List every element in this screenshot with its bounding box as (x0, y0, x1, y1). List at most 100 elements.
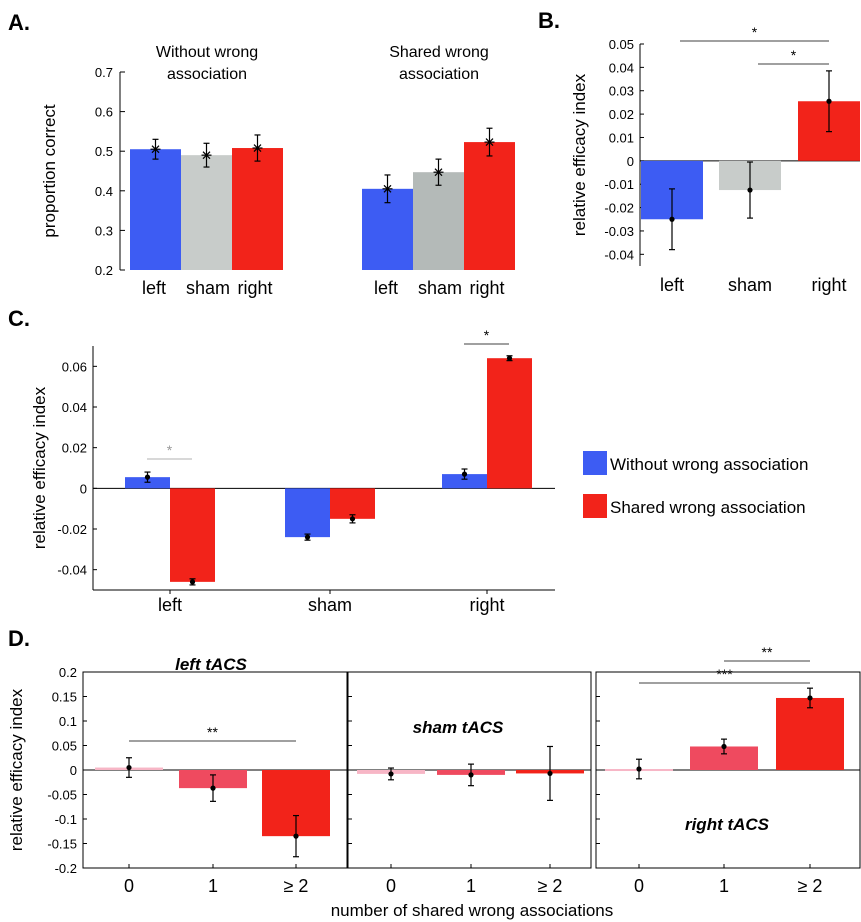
panel-d-ytick-label: -0.2 (55, 861, 77, 876)
panel-a-marker-d2 (383, 184, 392, 193)
panel-c-ytick-label: 0.02 (62, 441, 87, 456)
panel-b-xtick-label: right (811, 275, 846, 295)
panel-d-mean (547, 770, 553, 777)
panel-b-mean (747, 187, 753, 193)
panel-a-ytick-label: 0.4 (95, 184, 113, 199)
panel-c-ytick-label: 0 (80, 481, 87, 496)
panel-a-xtick-label: left (374, 278, 398, 298)
panel-b-mean (826, 98, 832, 104)
panel-d-xtick-label: 0 (386, 876, 396, 896)
panel-d-letter: D. (8, 626, 30, 651)
panel-a-marker-d2 (434, 168, 443, 177)
panel-b-ytick-label: -0.04 (604, 247, 634, 262)
panel-d-mean (468, 772, 474, 778)
panel-b-ytick-label: 0.04 (609, 60, 634, 75)
panel-c-letter: C. (8, 306, 30, 331)
panel-d-mean (807, 695, 813, 701)
panel-c-ytick-label: 0.06 (62, 359, 87, 374)
panel-d-subpanel-title: left tACS (175, 655, 247, 674)
panel-c-mean (144, 474, 151, 480)
panel-d-ylabel: relative efficacy index (7, 688, 26, 851)
panel-d-xlabel: number of shared wrong associations (331, 901, 614, 920)
panel-d-ytick-label: 0.15 (52, 690, 77, 705)
panel-c-bar (442, 474, 487, 489)
panel-a-bar (413, 172, 464, 270)
panel-b-ytick-label: 0.05 (609, 37, 634, 52)
panel-b-ytick-label: 0.03 (609, 84, 634, 99)
panel-d-xtick-label: 1 (719, 876, 729, 896)
panel-d-sig-label: ** (762, 644, 773, 660)
panel-b: B. 0.05 0.04 0.03 0.02 0.01 0 -0.01 -0.02 -0.03 -0… (538, 8, 860, 295)
legend-swatch (583, 494, 607, 518)
panel-d-xtick-label: ≥ 2 (538, 876, 563, 896)
panel-a-ytick-label: 0.7 (95, 65, 113, 80)
panel-c-ytick-label: 0.04 (62, 400, 87, 415)
panel-d-ytick-label: 0 (70, 763, 77, 778)
panel-d-xtick-label: 1 (466, 876, 476, 896)
panel-c-mean (189, 579, 196, 585)
panel-c-ytick-label: -0.02 (57, 522, 87, 537)
panel-c-sig-label: * (484, 327, 490, 343)
panel-a-ytick-label: 0.2 (95, 263, 113, 278)
panel-c-ylabel: relative efficacy index (30, 386, 49, 549)
panel-a-marker-d2 (202, 151, 211, 160)
panel-d-subpanel: left tACS 0 1 ≥ 2 ** (82, 655, 348, 896)
legend-label: Without wrong association (610, 455, 808, 474)
panel-d-subpanel: sham tACS 0 1 ≥ 2 (347, 671, 592, 896)
panel-b-ytick-label: -0.03 (604, 224, 634, 239)
panel-c-xtick-label: right (469, 595, 504, 615)
legend-swatch (583, 451, 607, 475)
panel-a-group-title: Without wrong (156, 44, 258, 61)
panel-a-xtick-label: right (469, 278, 504, 298)
panel-b-xtick-label: left (660, 275, 684, 295)
panel-c-bar (330, 488, 375, 519)
panel-c-bar (487, 358, 532, 489)
panel-a-group-title: Shared wrong (389, 44, 489, 61)
panel-a-ytick-label: 0.3 (95, 223, 113, 238)
panel-a-marker-d2 (253, 144, 262, 152)
panel-b-sig-label: * (752, 24, 758, 40)
legend-label: Shared wrong association (610, 498, 806, 517)
panel-d-ytick-label: 0.1 (59, 714, 77, 729)
panel-a-xtick-label: left (142, 278, 166, 298)
panel-d-xtick-label: ≥ 2 (798, 876, 823, 896)
panel-a-marker-d2 (151, 145, 160, 154)
panel-a-xtick-label: right (237, 278, 272, 298)
panel-a-ylabel: proportion correct (40, 104, 59, 238)
panel-c-xtick-label: sham (308, 595, 352, 615)
panel-d-xtick-label: 0 (124, 876, 134, 896)
panel-c-xtick-label: left (158, 595, 182, 615)
panel-d-mean (210, 785, 216, 791)
legend: Without wrong association Shared wrong as… (583, 451, 808, 518)
panel-b-mean (669, 216, 675, 222)
panel-d-ytick-label: -0.1 (55, 812, 77, 827)
panel-a-ytick-label: 0.6 (95, 105, 113, 120)
panel-d-bar (776, 697, 844, 770)
panel-d: D. 0.2 0.15 0.1 0.05 0 -0.05 -0.1 -0.15 -0.2 relat… (7, 626, 861, 920)
panel-d-sig-label: *** (716, 666, 733, 682)
panel-c-sig-label: * (167, 442, 173, 458)
panel-a-marker-d2 (485, 138, 494, 147)
panel-d-subpanel-title: right tACS (685, 815, 770, 834)
panel-a-bar (130, 149, 181, 270)
panel-a-xtick-label: sham (186, 278, 230, 298)
panel-a-bar (464, 142, 515, 270)
panel-d-mean (636, 766, 642, 772)
panel-c: C. 0.06 0.04 0.02 0 -0.02 -0.04 relative effica… (8, 306, 808, 615)
panel-c-mean (506, 355, 513, 361)
panel-d-mean (388, 771, 394, 777)
panel-b-ytick-label: -0.02 (604, 201, 634, 216)
panel-d-mean (293, 833, 299, 839)
panel-a-bar (181, 155, 232, 270)
panel-c-mean (461, 471, 468, 477)
panel-c-ytick-label: -0.04 (57, 563, 87, 578)
panel-a: A. 0.2 0.3 0.4 0.5 0.6 0.7 proportion correct Wi… (8, 10, 515, 298)
panel-b-sig-label: * (791, 47, 797, 63)
panel-d-bar (690, 746, 758, 770)
panel-c-mean (304, 534, 311, 540)
panel-d-ytick-label: -0.15 (47, 837, 77, 852)
panel-b-ytick-label: 0 (627, 154, 634, 169)
panel-b-ytick-label: 0.01 (609, 130, 634, 145)
